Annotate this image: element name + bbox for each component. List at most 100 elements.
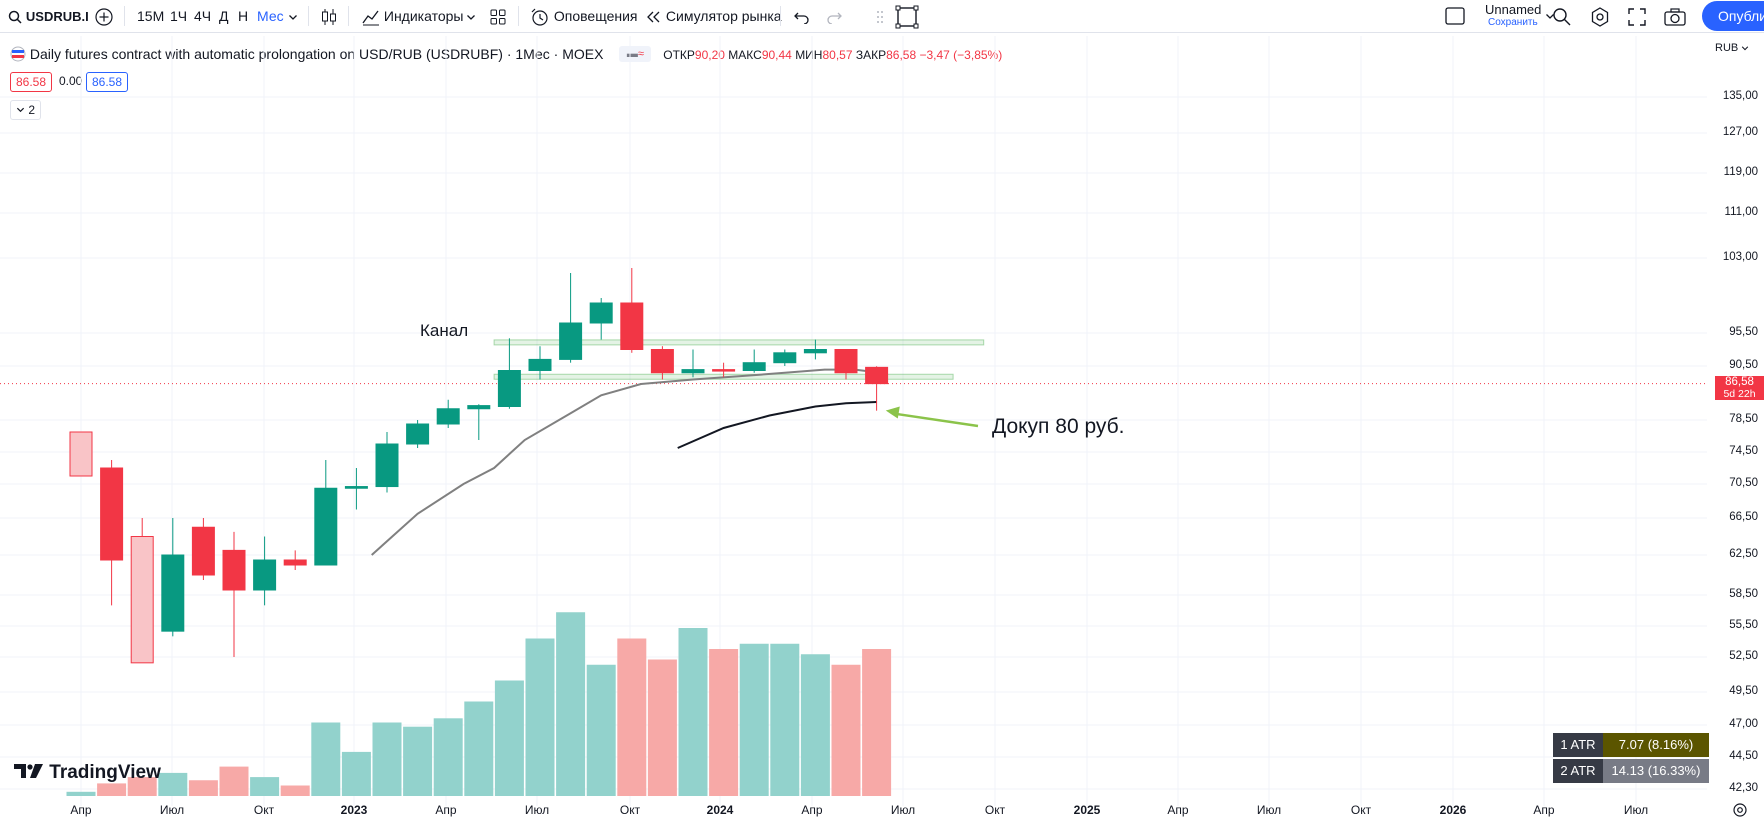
indicators-dropdown[interactable]: [466, 0, 476, 32]
series-title: Daily futures contract with automatic pr…: [29, 46, 604, 62]
candle: [865, 366, 889, 411]
undo-icon: [794, 12, 809, 25]
fullscreen-button[interactable]: [1628, 0, 1646, 32]
volume-bar: [770, 643, 800, 796]
price-tick: 95,50: [1729, 326, 1758, 338]
interval-4h[interactable]: 4Ч: [194, 8, 212, 24]
time-tick: Июл: [1256, 803, 1282, 817]
high-value: 90,44: [761, 48, 792, 62]
price-chart[interactable]: Канал Докуп 80 руб.: [0, 36, 1707, 806]
candle: [467, 404, 491, 440]
interval-dropdown[interactable]: [288, 0, 298, 32]
price-tick: 111,00: [1724, 206, 1758, 218]
price-tick: 78,50: [1729, 413, 1758, 425]
legend-toggle-chip[interactable]: ▬≈: [619, 45, 652, 62]
layout-save[interactable]: Unnamed Сохранить: [1445, 0, 1555, 32]
candle: [344, 468, 368, 510]
fullscreen-select-button[interactable]: [894, 0, 920, 32]
chevron-down-icon: [1742, 46, 1749, 51]
indicators-label: Индикаторы: [383, 8, 464, 24]
last-price-tag: 86,58 5d 22h: [1715, 375, 1764, 400]
moving-averages: [371, 368, 880, 556]
compare-button[interactable]: [94, 0, 114, 32]
volume-bar: [66, 791, 96, 796]
grid-icon: [490, 9, 506, 25]
collapse-legend-button[interactable]: 2: [10, 100, 42, 120]
settings-button[interactable]: [1590, 0, 1610, 32]
candle-body: [589, 302, 613, 324]
drag-dots-icon: [877, 11, 883, 24]
time-tick: Окт: [253, 803, 275, 817]
drag-handle[interactable]: [876, 0, 884, 32]
candle-body: [130, 536, 154, 664]
candle-body: [773, 352, 797, 364]
time-tick: Апр: [70, 803, 92, 817]
chart-type-button[interactable]: [320, 0, 338, 32]
time-tick: Окт: [984, 803, 1006, 817]
atr-row-2: 2 ATR 14.13 (16.33%): [1553, 759, 1709, 783]
interval-month[interactable]: Мес: [257, 8, 284, 24]
spread-value: 0.00: [59, 74, 83, 88]
price-tick: 55,50: [1729, 619, 1758, 631]
quick-search-button[interactable]: [1552, 0, 1572, 32]
candle-body: [100, 467, 124, 561]
candle: [681, 349, 705, 378]
buy-price[interactable]: 86.58: [86, 72, 129, 92]
candle: [253, 536, 277, 606]
annotation-arrow-head: [885, 406, 900, 419]
time-tick: Апр: [435, 803, 457, 817]
publish-button[interactable]: Опубли: [1702, 1, 1764, 31]
candle: [436, 399, 460, 428]
price-axis[interactable]: RUB 135,00 127,00 119,00 111,00 103,00 95,50 9…: [1707, 36, 1764, 806]
axis-settings-button[interactable]: [1732, 802, 1748, 823]
alarm-clock-icon: [531, 8, 548, 26]
interval-15m[interactable]: 15М: [137, 8, 165, 24]
top-toolbar: USDRUB.I 15М 1Ч 4Ч Д Н Мес Индикаторы Оп…: [0, 0, 1764, 33]
chevron-down-icon: [467, 15, 475, 21]
select-rect-icon: [895, 5, 919, 29]
interval-week[interactable]: Н: [238, 8, 249, 24]
time-tick: 2025: [1073, 803, 1101, 817]
redo-button[interactable]: [826, 0, 844, 32]
replay-label: Симулятор рынка: [665, 8, 782, 24]
price-tick: 47,00: [1729, 718, 1758, 730]
undo-button[interactable]: [792, 0, 810, 32]
atr-value: 7.07 (8.16%): [1603, 733, 1709, 757]
interval-1h[interactable]: 1Ч: [170, 8, 188, 24]
symbol-search[interactable]: USDRUB.I: [8, 0, 89, 32]
replay-button[interactable]: Симулятор рынка: [646, 0, 782, 32]
separator: [780, 6, 781, 26]
time-tick: Июл: [159, 803, 185, 817]
templates-button[interactable]: [490, 0, 506, 32]
indicators-button[interactable]: Индикаторы: [362, 0, 463, 32]
volume-bar: [158, 772, 188, 796]
candle: [528, 346, 552, 380]
volume-bar: [280, 785, 310, 796]
alerts-button[interactable]: Оповещения: [530, 0, 638, 32]
time-tick: Апр: [1167, 803, 1189, 817]
candle-body: [681, 369, 705, 374]
ma-line-black: [677, 401, 877, 449]
volume-bar: [494, 680, 524, 796]
candle: [742, 349, 766, 373]
sell-price[interactable]: 86.58: [10, 72, 53, 92]
atr-label: 2 ATR: [1553, 759, 1603, 783]
fullscreen-icon: [1628, 8, 1646, 26]
channel-upper-band: [493, 339, 985, 346]
candle-body: [436, 408, 460, 425]
candle: [283, 550, 307, 570]
time-tick: 2026: [1439, 803, 1467, 817]
candle-body: [620, 302, 644, 350]
time-axis[interactable]: Апр Июл Окт 2023 Апр Июл Окт 2024 Апр Июл Окт 2025 А…: [0, 798, 1707, 823]
candle-body: [559, 322, 583, 360]
layout-square-icon: [1445, 7, 1465, 25]
candle: [406, 420, 430, 448]
price-tick: 119,00: [1723, 166, 1758, 178]
candle-body: [742, 362, 766, 372]
interval-day[interactable]: Д: [219, 8, 229, 24]
snapshot-button[interactable]: [1664, 0, 1686, 32]
volume-bar: [739, 643, 769, 796]
currency-selector[interactable]: RUB: [1715, 42, 1749, 54]
volume-bar: [188, 780, 218, 796]
chart-legend: Daily futures contract with automatic pr…: [10, 44, 1002, 64]
